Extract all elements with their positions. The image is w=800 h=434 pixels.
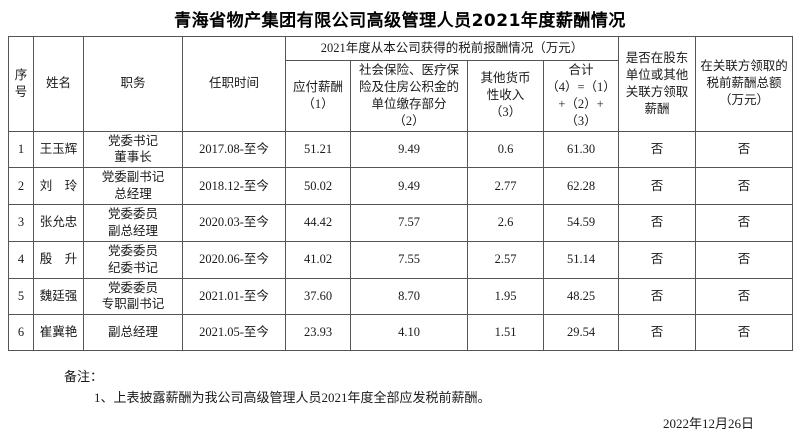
salary-table: 序 号 姓名 职务 任职时间 2021年度从本公司获得的税前报酬情况（万元） 是… xyxy=(8,36,794,352)
header-position: 职务 xyxy=(83,36,183,132)
cell-name: 刘 玲 xyxy=(33,167,84,205)
cell-payable: 44.42 xyxy=(285,204,351,242)
cell-insurance: 8.70 xyxy=(350,277,468,316)
header-other-income: 其他货币 性收入 （3） xyxy=(467,60,544,132)
cell-name: 殷 升 xyxy=(33,240,84,279)
cell-related-amount: 否 xyxy=(695,130,794,169)
cell-tenure: 2020.03-至今 xyxy=(182,204,286,242)
cell-related: 否 xyxy=(618,277,697,316)
cell-related-amount: 否 xyxy=(695,167,794,205)
cell-total: 48.25 xyxy=(542,277,620,316)
cell-total: 29.54 xyxy=(542,314,620,352)
cell-insurance: 4.10 xyxy=(350,314,468,352)
table-row: 4 殷 升 党委委员 纪委书记 2020.06-至今 41.02 7.55 2.… xyxy=(8,240,794,279)
table-row: 2 刘 玲 党委副书记 总经理 2018.12-至今 50.02 9.49 2.… xyxy=(8,167,794,205)
header-seq: 序 号 xyxy=(8,36,34,132)
cell-related-amount: 否 xyxy=(695,314,794,352)
cell-name: 王玉辉 xyxy=(33,130,84,169)
cell-other: 0.6 xyxy=(467,130,544,169)
page-title: 青海省物产集团有限公司高级管理人员2021年度薪酬情况 xyxy=(174,11,626,31)
cell-related-amount: 否 xyxy=(695,240,794,279)
header-row-sub: 应付薪酬 （1） 社会保险、医疗保险及住房公积金的单位缴存部分 （2） 其他货币… xyxy=(9,60,793,132)
cell-name: 张允忠 xyxy=(33,204,84,242)
cell-seq: 2 xyxy=(8,167,34,205)
notes-section: 备注： 1、上表披露薪酬为我公司高级管理人员2021年度全部应发税前薪酬。 xyxy=(64,366,800,406)
cell-tenure: 2018.12-至今 xyxy=(182,167,286,205)
document-date: 2022年12月26日 xyxy=(662,416,754,432)
cell-seq: 4 xyxy=(8,240,34,279)
cell-other: 2.57 xyxy=(467,240,544,279)
cell-payable: 23.93 xyxy=(285,314,351,352)
cell-related: 否 xyxy=(618,130,697,169)
header-related-total: 在关联方领取的税前薪酬总额（万元） xyxy=(695,36,794,132)
cell-tenure: 2017.08-至今 xyxy=(182,130,286,169)
notes-label: 备注： xyxy=(64,369,104,385)
header-name: 姓名 xyxy=(33,36,84,132)
cell-position: 党委委员 纪委书记 xyxy=(83,240,183,279)
cell-seq: 6 xyxy=(8,314,34,352)
header-total: 合计 （4）=（1） +（2）+ （3） xyxy=(542,60,620,132)
cell-seq: 3 xyxy=(8,204,34,242)
cell-total: 62.28 xyxy=(542,167,620,205)
cell-payable: 37.60 xyxy=(285,277,351,316)
cell-tenure: 2021.05-至今 xyxy=(182,314,286,352)
cell-tenure: 2020.06-至今 xyxy=(182,240,286,279)
cell-payable: 50.02 xyxy=(285,167,351,205)
cell-name: 魏廷强 xyxy=(33,277,84,316)
cell-position: 党委委员 副总经理 xyxy=(83,204,183,242)
cell-related-amount: 否 xyxy=(695,277,794,316)
cell-total: 61.30 xyxy=(542,130,620,169)
table-body: 1 王玉辉 党委书记 董事长 2017.08-至今 51.21 9.49 0.6… xyxy=(8,130,794,352)
header-salary-group: 2021年度从本公司获得的税前报酬情况（万元） xyxy=(284,36,620,61)
header-payable: 应付薪酬 （1） xyxy=(285,60,351,132)
cell-payable: 41.02 xyxy=(285,240,351,279)
cell-total: 51.14 xyxy=(542,240,620,279)
cell-related: 否 xyxy=(618,167,697,205)
table-row: 5 魏廷强 党委委员 专职副书记 2021.01-至今 37.60 8.70 1… xyxy=(8,277,794,316)
cell-payable: 51.21 xyxy=(285,130,351,169)
table-row: 3 张允忠 党委委员 副总经理 2020.03-至今 44.42 7.57 2.… xyxy=(8,204,794,242)
cell-insurance: 9.49 xyxy=(350,130,468,169)
header-related-party: 是否在股东单位或其他关联方领取薪酬 xyxy=(618,36,697,132)
header-row-group: 序 号 姓名 职务 任职时间 2021年度从本公司获得的税前报酬情况（万元） 是… xyxy=(8,36,794,132)
cell-related-amount: 否 xyxy=(695,204,794,242)
cell-related: 否 xyxy=(618,314,697,352)
header-tenure: 任职时间 xyxy=(182,36,286,132)
cell-insurance: 7.55 xyxy=(350,240,468,279)
cell-other: 1.51 xyxy=(467,314,544,352)
cell-insurance: 7.57 xyxy=(350,204,468,242)
cell-related: 否 xyxy=(618,240,697,279)
cell-other: 2.77 xyxy=(467,167,544,205)
cell-tenure: 2021.01-至今 xyxy=(182,277,286,316)
cell-position: 副总经理 xyxy=(83,314,183,352)
cell-position: 党委书记 董事长 xyxy=(83,130,183,169)
cell-name: 崔冀艳 xyxy=(33,314,84,352)
header-insurance: 社会保险、医疗保险及住房公积金的单位缴存部分 （2） xyxy=(350,60,468,132)
table-row: 1 王玉辉 党委书记 董事长 2017.08-至今 51.21 9.49 0.6… xyxy=(8,130,794,169)
cell-related: 否 xyxy=(618,204,697,242)
cell-position: 党委委员 专职副书记 xyxy=(83,277,183,316)
table-row: 6 崔冀艳 副总经理 2021.05-至今 23.93 4.10 1.51 29… xyxy=(8,314,794,352)
table-header: 序 号 姓名 职务 任职时间 2021年度从本公司获得的税前报酬情况（万元） 是… xyxy=(8,36,794,132)
cell-seq: 5 xyxy=(8,277,34,316)
note-item-1: 1、上表披露薪酬为我公司高级管理人员2021年度全部应发税前薪酬。 xyxy=(94,390,491,406)
cell-insurance: 9.49 xyxy=(350,167,468,205)
cell-seq: 1 xyxy=(8,130,34,169)
cell-total: 54.59 xyxy=(542,204,620,242)
cell-other: 1.95 xyxy=(467,277,544,316)
cell-position: 党委副书记 总经理 xyxy=(83,167,183,205)
cell-other: 2.6 xyxy=(467,204,544,242)
